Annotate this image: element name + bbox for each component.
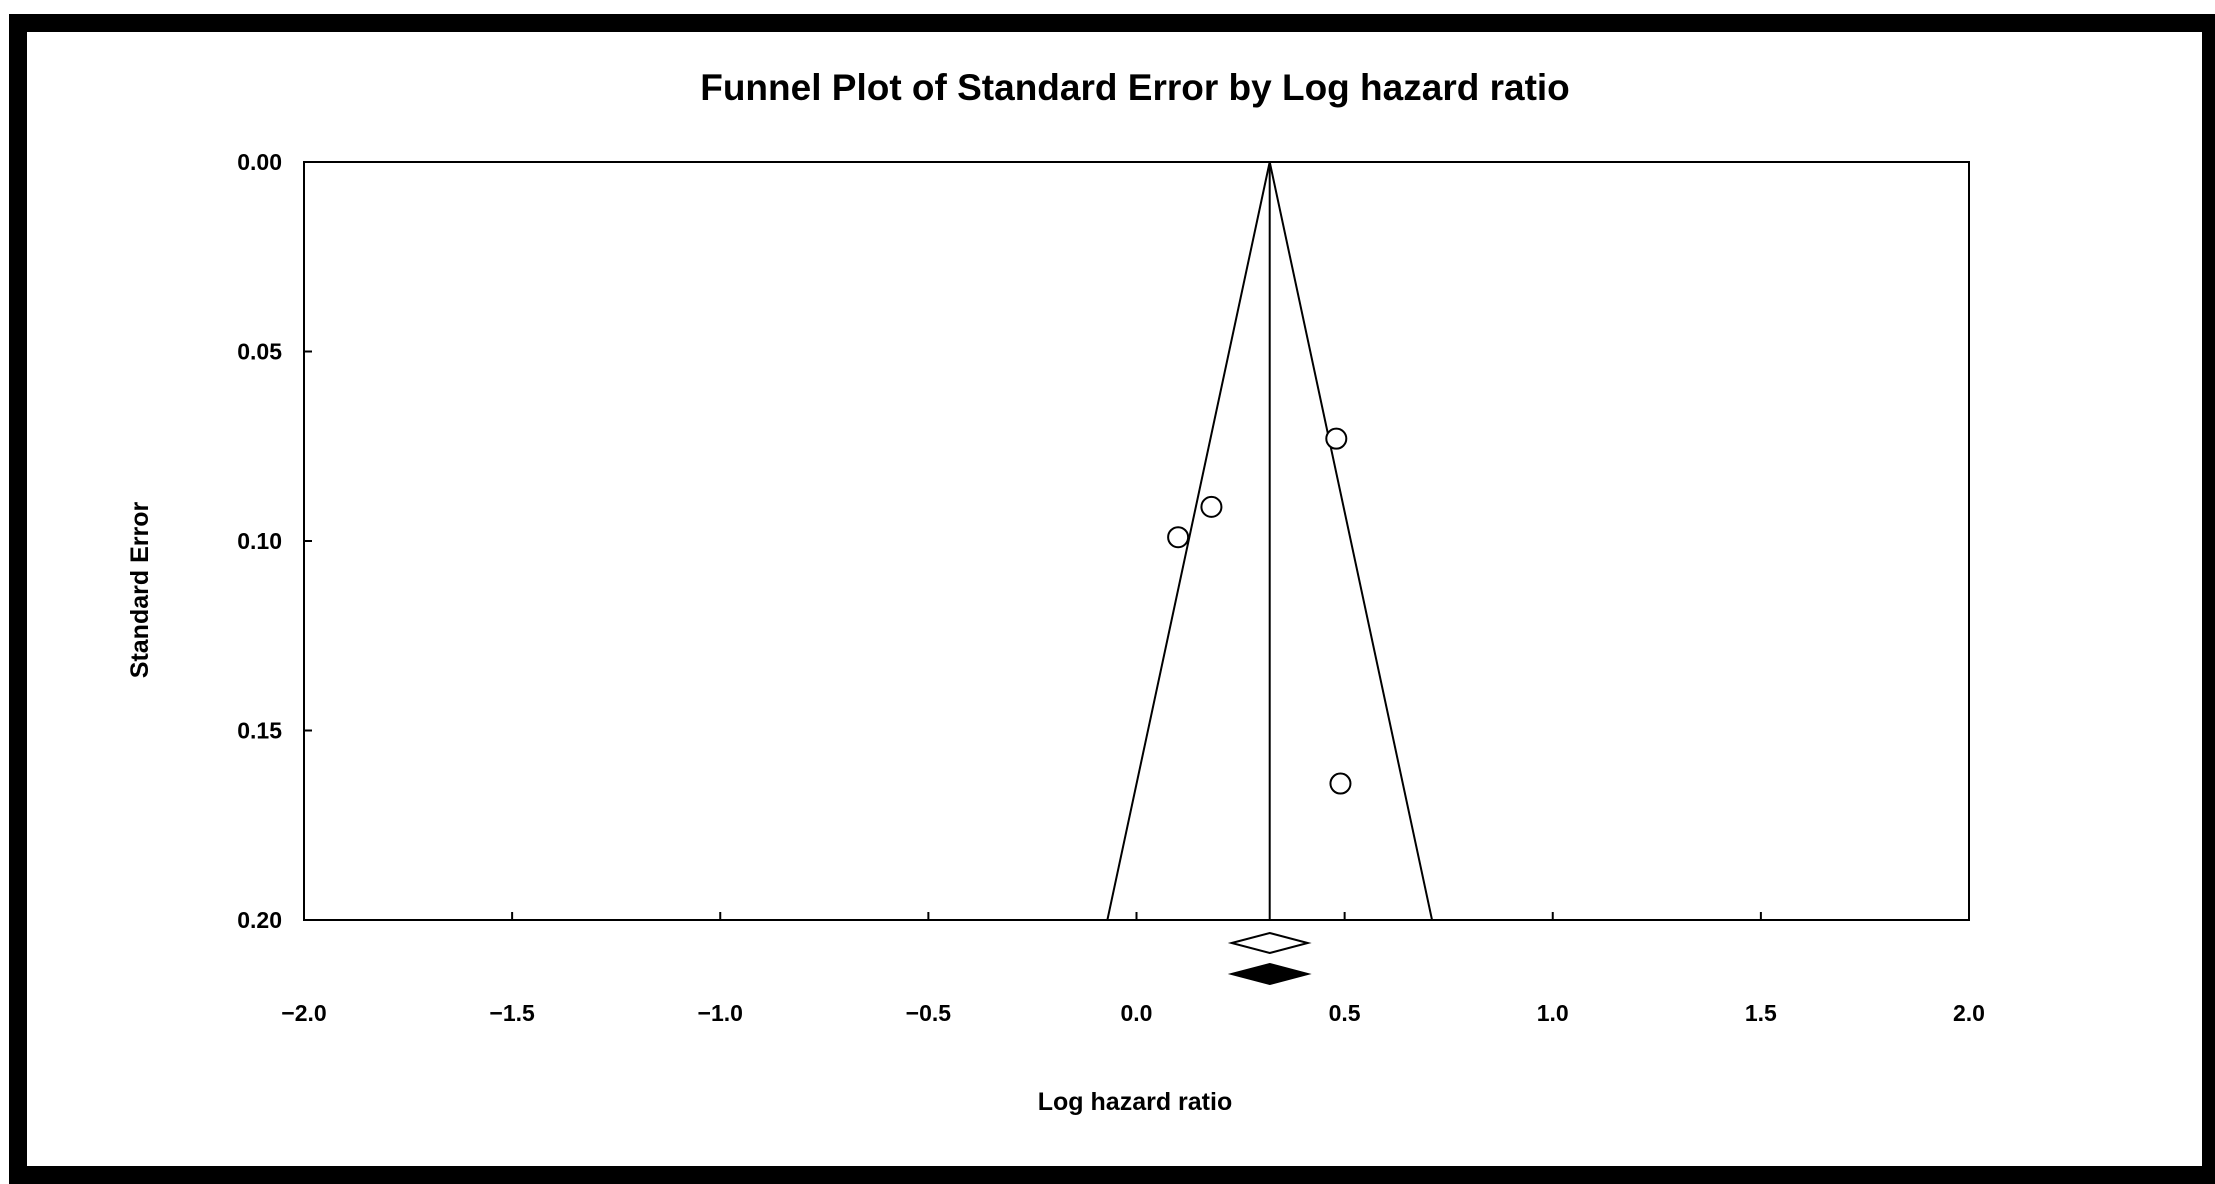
study-point-1 [1325, 427, 1348, 450]
x-tick-label: 1.5 [1745, 1000, 1777, 1026]
x-tick-label: −1.0 [698, 1000, 743, 1026]
x-tick-label: 0.0 [1121, 1000, 1153, 1026]
summary-diamond-open [1227, 931, 1312, 955]
x-tick-label: −0.5 [906, 1000, 952, 1026]
summary-diamond-filled [1227, 962, 1312, 986]
y-tick-label: 0.00 [237, 149, 282, 175]
study-point-4 [1329, 772, 1352, 795]
funnel-right-line [1268, 161, 1434, 921]
y-tick-label: 0.05 [237, 339, 282, 365]
study-point-2 [1200, 495, 1223, 518]
funnel-left-line [1106, 161, 1271, 921]
x-axis-label: Log hazard ratio [1038, 1088, 1232, 1116]
study-point-3 [1167, 526, 1190, 549]
y-tick-label: 0.10 [237, 528, 282, 554]
plot-area [303, 161, 1970, 921]
x-tick-label: 1.0 [1537, 1000, 1569, 1026]
x-tick-label: 0.5 [1329, 1000, 1361, 1026]
chart-title: Funnel Plot of Standard Error by Log haz… [700, 67, 1570, 108]
y-tick-label: 0.20 [237, 907, 282, 933]
x-tick-label: 2.0 [1953, 1000, 1985, 1026]
x-tick-label: −1.5 [489, 1000, 535, 1026]
y-tick-label: 0.15 [237, 718, 282, 744]
y-axis-label: Standard Error [126, 502, 154, 679]
x-tick-label: −2.0 [281, 1000, 326, 1026]
chart-frame [9, 14, 2215, 1184]
